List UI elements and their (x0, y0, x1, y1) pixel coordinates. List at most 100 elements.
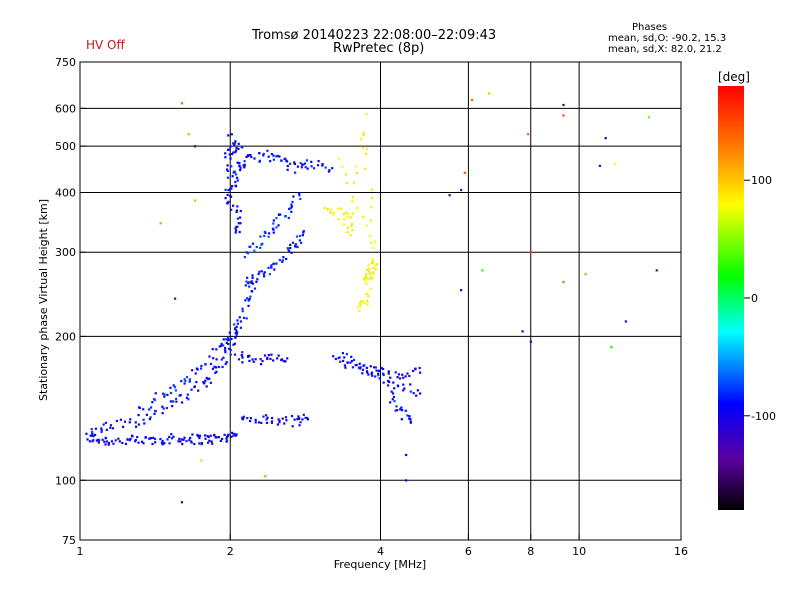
echo-point (521, 330, 524, 333)
echo-point (263, 230, 266, 233)
echo-point (200, 459, 203, 462)
echo-point (191, 369, 194, 372)
echo-point (402, 383, 405, 386)
echo-point (105, 428, 108, 431)
echo-point (169, 400, 172, 403)
echo-point (224, 197, 227, 200)
echo-point (233, 432, 236, 436)
echo-point (90, 428, 93, 431)
echo-point (394, 371, 397, 374)
echo-point (610, 346, 613, 349)
echo-point (220, 342, 223, 346)
echo-point (214, 371, 217, 375)
echo-point (277, 224, 280, 227)
echo-point (304, 166, 307, 169)
echo-point (258, 160, 261, 163)
echo-point (243, 255, 246, 259)
echo-point (241, 416, 244, 419)
echo-point (290, 251, 293, 254)
echo-point (272, 262, 275, 265)
echo-point (351, 200, 354, 203)
echo-point (260, 363, 263, 366)
echo-point (361, 372, 364, 375)
echo-point (154, 409, 157, 413)
echo-point (310, 165, 313, 168)
echo-point (286, 247, 289, 250)
echo-point (194, 372, 197, 375)
echo-point (225, 168, 229, 171)
echo-point (85, 432, 88, 435)
echo-point (349, 361, 352, 364)
echo-point (209, 362, 213, 366)
echo-point (187, 133, 190, 136)
echo-point (211, 367, 215, 370)
echo-point (249, 295, 252, 298)
echo-point (409, 390, 412, 393)
echo-point (137, 406, 141, 409)
echo-point (366, 277, 369, 280)
echo-point (280, 358, 283, 362)
echo-point (172, 400, 175, 403)
echo-point (405, 479, 408, 482)
echo-point (294, 171, 297, 174)
x-tick-label: 4 (377, 545, 384, 558)
echo-point (288, 162, 292, 165)
echo-point (329, 208, 332, 211)
echo-point (365, 273, 368, 276)
echo-point (100, 427, 103, 430)
echo-point (356, 206, 359, 210)
echo-point (234, 227, 237, 230)
echo-point (224, 156, 227, 159)
echo-point (231, 431, 234, 434)
echo-point (296, 245, 299, 249)
echo-point (365, 268, 369, 272)
echo-point (362, 215, 365, 218)
echo-point (185, 376, 189, 379)
echo-point (281, 259, 284, 262)
echo-point (408, 417, 411, 420)
echo-point (190, 388, 193, 391)
echo-point (270, 416, 274, 420)
echo-point (230, 337, 233, 341)
echo-point (346, 215, 349, 219)
echo-point (229, 353, 232, 356)
echo-point (286, 168, 289, 171)
echo-point (196, 368, 199, 371)
echo-point (107, 441, 111, 445)
echo-point (188, 380, 191, 383)
echo-point (236, 161, 239, 164)
echo-point (227, 339, 230, 342)
echo-point (355, 172, 358, 175)
echo-point (624, 320, 627, 323)
echo-point (341, 352, 345, 355)
echo-point (396, 385, 400, 388)
echo-point (237, 358, 241, 361)
echo-point (369, 241, 373, 244)
echo-point (267, 353, 270, 357)
echo-point (251, 282, 255, 285)
echo-point (220, 344, 223, 347)
colorbar-ticks: 100 0 -100 (744, 174, 776, 423)
echo-point (250, 290, 253, 293)
echo-point (93, 433, 97, 436)
echo-point (227, 134, 230, 137)
echo-point (366, 371, 369, 374)
echo-point (249, 417, 252, 420)
echo-point (220, 437, 224, 440)
echo-point (365, 152, 368, 155)
echo-point (248, 359, 251, 363)
echo-point (239, 326, 243, 329)
echo-point (100, 429, 103, 432)
echo-point (149, 437, 153, 440)
echo-point (268, 273, 272, 276)
echo-point (226, 193, 229, 197)
echo-point (233, 342, 236, 345)
echo-point (217, 436, 221, 439)
echo-point (279, 213, 282, 216)
echo-point (310, 160, 313, 163)
echo-point (266, 416, 269, 419)
echo-point (245, 280, 248, 283)
echo-point (214, 366, 218, 369)
echo-point (355, 363, 358, 367)
echo-point (285, 160, 289, 163)
